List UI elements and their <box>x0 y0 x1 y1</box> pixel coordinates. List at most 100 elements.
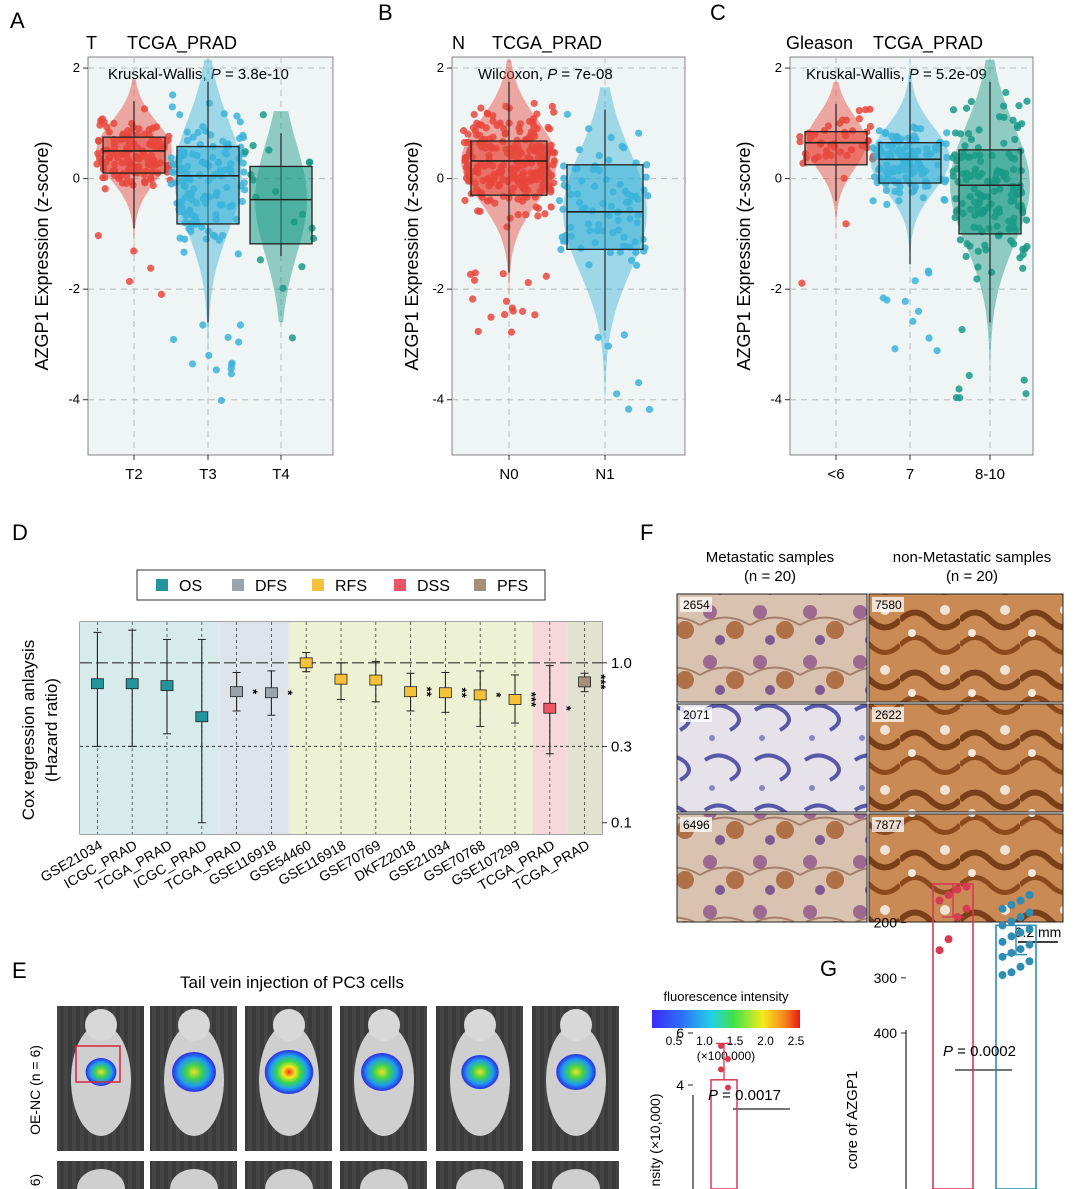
data-point <box>796 133 804 141</box>
data-point <box>212 366 220 374</box>
panel-b-plot: 2 0 -2 -4 N0 N1 <box>432 57 685 483</box>
data-point <box>157 290 166 298</box>
y-tick-label: 0.1 <box>611 815 632 832</box>
data-point <box>557 245 565 254</box>
data-point <box>725 1084 731 1091</box>
data-point <box>911 277 919 285</box>
data-point <box>855 115 864 123</box>
data-point <box>882 186 891 195</box>
data-point <box>1016 254 1024 262</box>
data-point <box>896 189 904 197</box>
hazard-ratio-marker <box>543 702 557 714</box>
data-point <box>1000 102 1008 110</box>
y-tick-label: 4 <box>676 1077 684 1093</box>
data-point <box>547 203 555 211</box>
data-point <box>645 405 654 414</box>
data-point <box>941 196 949 204</box>
data-point <box>909 317 917 325</box>
panel-e-bar-annotation: P = 0.0017 <box>708 1087 781 1104</box>
data-point <box>956 236 964 244</box>
data-point <box>632 248 640 256</box>
data-point <box>168 103 176 111</box>
data-point <box>238 197 246 206</box>
significance-label: ** <box>454 688 469 699</box>
panel-e-letter: E <box>12 958 27 983</box>
data-point <box>1000 113 1008 121</box>
data-point <box>475 131 484 139</box>
y-tick-label: 400 <box>874 1025 898 1041</box>
data-point <box>798 279 806 287</box>
data-point <box>585 125 593 133</box>
significance-label: * <box>489 692 504 698</box>
panel-e-row-label-2: 6) <box>27 1174 43 1186</box>
mouse-head <box>85 1009 117 1041</box>
data-point <box>149 181 157 190</box>
y-tick-label: 0 <box>437 171 444 186</box>
data-point <box>152 123 161 131</box>
data-point <box>183 128 191 136</box>
panel-d-ylabel-1: Cox regression anlaysis <box>19 640 38 820</box>
sample-id-bg <box>680 707 712 722</box>
panel-c-ylabel: AZGP1 Expression (z-score) <box>734 141 754 370</box>
colorbar-title: fluorescence intensity <box>663 989 789 1004</box>
colorbar <box>652 1010 800 1028</box>
panel-e-bar-chart: 64 <box>676 1025 790 1189</box>
bioluminescence-signal <box>85 1058 117 1086</box>
data-point <box>500 310 509 319</box>
panel-g-letter: G <box>820 956 837 981</box>
data-point <box>1020 376 1028 384</box>
data-point <box>595 151 603 160</box>
data-point <box>522 211 530 219</box>
panel-c-plot: 2 0 -2 -4 <6 7 8-10 <box>770 57 1033 483</box>
data-point <box>625 405 633 413</box>
box <box>804 130 868 166</box>
data-point <box>1011 135 1019 144</box>
data-point <box>240 168 248 176</box>
data-point <box>881 130 889 138</box>
data-point <box>227 370 235 378</box>
box <box>176 145 240 225</box>
panel-c: C Gleason TCGA_PRAD Kruskal-Wallis, P = … <box>710 0 1034 483</box>
data-point <box>207 131 215 139</box>
data-point <box>620 331 628 339</box>
data-point <box>236 321 245 329</box>
y-tick-label: 2 <box>775 60 782 75</box>
data-point <box>875 127 884 135</box>
panel-g-annotation: P = 0.0002 <box>943 1043 1016 1060</box>
data-point <box>967 135 976 144</box>
data-point <box>616 248 624 256</box>
mouse-body <box>456 1169 504 1189</box>
data-point <box>506 214 514 222</box>
data-point <box>470 276 479 284</box>
data-point <box>1025 925 1034 934</box>
data-point <box>487 313 495 321</box>
mouse-body <box>170 1169 218 1189</box>
data-point <box>135 125 143 133</box>
hazard-ratio-marker <box>369 674 383 686</box>
data-point <box>607 133 615 142</box>
mouse-head <box>178 1009 210 1041</box>
data-point <box>550 149 559 157</box>
data-point <box>1007 948 1016 957</box>
data-point <box>943 129 951 137</box>
data-point <box>527 134 535 143</box>
data-point <box>632 261 641 269</box>
data-point <box>147 173 155 182</box>
data-point <box>279 284 287 292</box>
panel-b-annotation: Wilcoxon, P = 7e-08 <box>478 66 613 83</box>
data-point <box>944 935 953 944</box>
data-point <box>1016 945 1025 954</box>
data-point <box>167 154 175 162</box>
data-point <box>228 359 236 367</box>
colorbar-tick-label: 1.5 <box>727 1034 744 1048</box>
panel-f-letter: F <box>640 520 653 545</box>
data-point <box>189 133 197 141</box>
data-point <box>236 118 244 126</box>
data-point <box>962 882 971 891</box>
data-point <box>951 129 960 137</box>
data-point <box>861 106 870 114</box>
y-tick-label: -2 <box>68 281 80 296</box>
data-point <box>249 142 257 150</box>
data-point <box>215 236 223 244</box>
data-point <box>125 277 134 286</box>
